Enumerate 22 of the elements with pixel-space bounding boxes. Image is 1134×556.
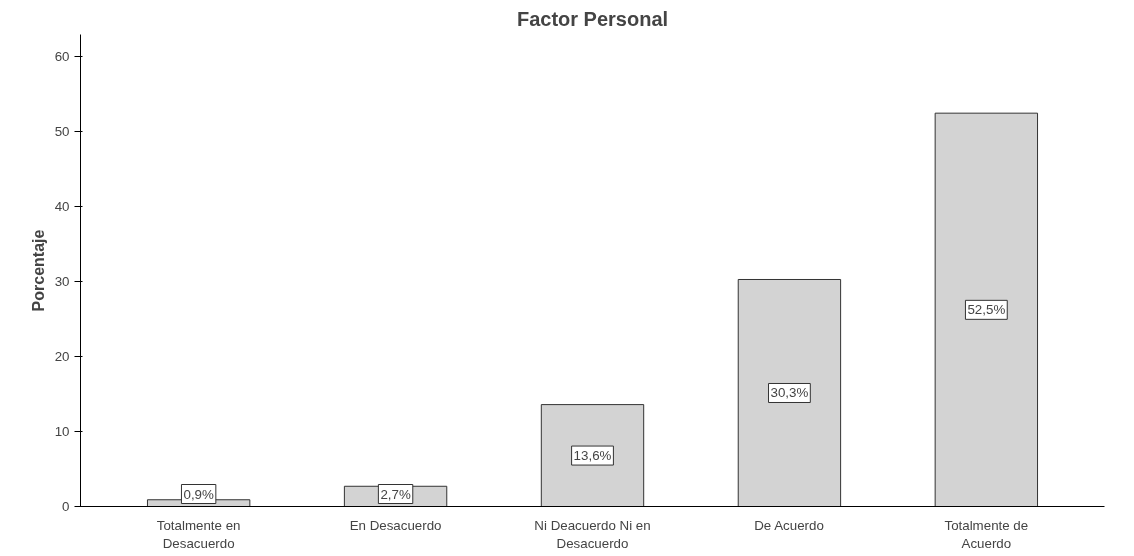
x-tick-label: En Desacuerdo [349,517,442,533]
y-tick-label: 30 [54,274,70,290]
x-tick-label: Ni Deacuerdo Ni en Desacuerdo [534,517,651,551]
x-tick-label: De Acuerdo [754,517,824,533]
y-tick-label: 60 [54,49,70,65]
chart-title: Factor Personal [516,7,669,30]
y-tick-label: 10 [54,424,70,440]
bar [934,112,1039,507]
y-tick-label: 50 [54,124,70,140]
y-tick-label: 40 [54,199,70,215]
bar [737,278,842,507]
x-tick-label: Totalmente en Desacuerdo [156,517,241,551]
data-label: 0,9% [183,486,214,502]
data-label: 13,6% [573,448,612,464]
x-tick-label: Totalmente de Acuerdo [944,517,1029,551]
y-tick-label: 0 [62,499,70,514]
data-label: 52,5% [967,302,1006,318]
y-axis-title: Porcentaje [29,229,47,312]
bar [540,404,645,507]
data-label: 30,3% [770,385,809,401]
y-tick-label: 20 [54,349,70,365]
data-label: 2,7% [380,486,411,502]
